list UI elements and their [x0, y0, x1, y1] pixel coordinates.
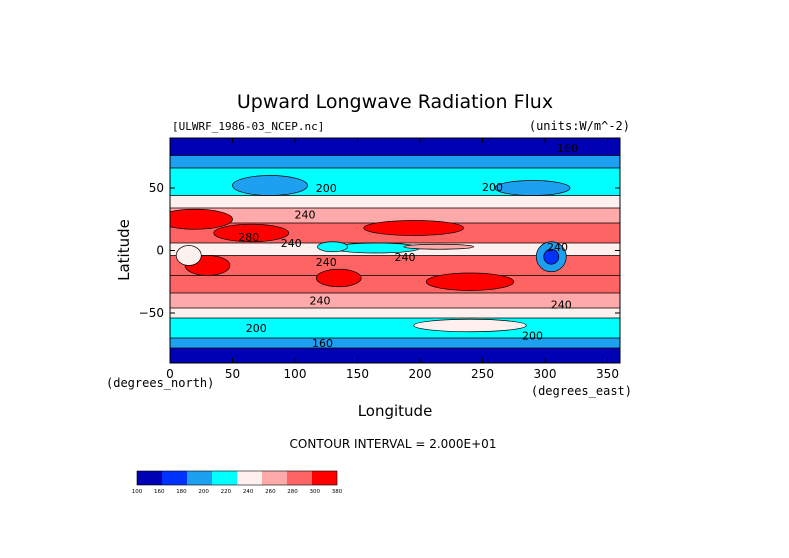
zonal-band-8 — [170, 275, 620, 293]
colorbar-level-label-8: 300 — [310, 489, 321, 495]
flux-feature-9 — [543, 248, 560, 265]
colorbar-level-label-6: 260 — [265, 489, 276, 495]
x-tick-label-6: 300 — [534, 367, 557, 381]
zonal-band-11 — [170, 318, 620, 338]
zonal-band-1 — [170, 155, 620, 168]
contour-interval-note: CONTOUR INTERVAL = 2.000E+01 — [290, 437, 497, 451]
y-tick-label-0: −50 — [139, 306, 164, 320]
contour-label-10: 240 — [551, 298, 572, 311]
contour-label-0: 160 — [557, 142, 578, 155]
units-label: (units:W/m^-2) — [529, 119, 630, 133]
colorbar-swatch-5 — [262, 471, 287, 485]
zonal-band-4 — [170, 208, 620, 223]
y-axis-title: Latitude — [115, 219, 133, 281]
x-tick-label-0: 0 — [166, 367, 174, 381]
flux-feature-3 — [315, 268, 362, 288]
flux-feature-13 — [494, 180, 571, 196]
colorbar-swatch-0 — [137, 471, 162, 485]
colorbar-level-label-3: 200 — [198, 489, 209, 495]
zonal-band-9 — [170, 293, 620, 308]
y-unit-label: (degrees_north) — [106, 376, 214, 390]
contour-label-4: 280 — [238, 231, 259, 244]
colorbar-level-label-7: 280 — [287, 489, 298, 495]
plot-area — [170, 138, 620, 363]
contour-label-9: 240 — [310, 295, 331, 308]
contour-label-7: 240 — [395, 251, 416, 264]
colorbar: 100 160 180 200 220 240 260 280 300 380 — [132, 470, 343, 495]
flux-feature-11 — [403, 243, 475, 250]
colorbar-level-label-0: 100 — [132, 489, 143, 495]
contour-label-8: 240 — [547, 241, 568, 254]
colorbar-swatch-1 — [162, 471, 187, 485]
contour-label-6: 240 — [316, 256, 337, 269]
colorbar-level-label-2: 180 — [176, 489, 187, 495]
contour-label-5: 240 — [281, 237, 302, 250]
zonal-band-3 — [170, 195, 620, 208]
x-tick-label-2: 100 — [284, 367, 307, 381]
x-tick-label-4: 200 — [409, 367, 432, 381]
flux-feature-0 — [170, 208, 233, 230]
flux-feature-14 — [413, 318, 527, 333]
chart-title: Upward Longwave Radiation Flux — [237, 91, 553, 113]
contour-label-2: 200 — [482, 181, 503, 194]
x-unit-label: (degrees_east) — [531, 384, 632, 398]
zonal-band-10 — [170, 308, 620, 318]
colorbar-swatch-2 — [187, 471, 212, 485]
colorbar-frame — [136, 470, 338, 486]
colorbar-level-label-4: 220 — [221, 489, 232, 495]
contour-label-11: 200 — [246, 322, 267, 335]
x-tick-label-5: 250 — [471, 367, 494, 381]
flux-feature-12 — [232, 175, 308, 196]
zonal-band-0 — [170, 138, 620, 156]
x-tick-label-7: 350 — [596, 367, 619, 381]
x-tick-label-3: 150 — [346, 367, 369, 381]
flux-feature-4 — [425, 272, 515, 291]
x-axis-title: Longitude — [358, 402, 433, 420]
contour-label-1: 200 — [316, 182, 337, 195]
colorbar-swatch-7 — [312, 471, 337, 485]
contour-label-12: 200 — [522, 330, 543, 343]
y-tick-label-2: 50 — [149, 181, 164, 195]
colorbar-swatch-6 — [287, 471, 312, 485]
colorbar-swatch-3 — [212, 471, 237, 485]
flux-feature-1 — [213, 223, 290, 243]
flux-feature-10 — [175, 245, 202, 266]
y-tick-label-1: 0 — [156, 244, 164, 258]
contour-label-3: 240 — [295, 208, 316, 221]
colorbar-level-label-9: 380 — [332, 489, 343, 495]
flux-feature-2 — [363, 220, 465, 236]
axis-ticks: 0 50 100 150 200 250 300 350 −50 0 50 — [139, 138, 620, 381]
x-tick-label-1: 50 — [225, 367, 240, 381]
zonal-band-12 — [170, 338, 620, 348]
colorbar-level-label-5: 240 — [243, 489, 254, 495]
colorbar-level-label-1: 160 — [154, 489, 165, 495]
colorbar-swatch-4 — [237, 471, 262, 485]
zonal-band-13 — [170, 348, 620, 363]
contour-label-13: 160 — [312, 337, 333, 350]
dataset-label: [ULWRF_1986-03_NCEP.nc] — [172, 120, 324, 133]
flux-feature-7 — [317, 241, 348, 253]
zonal-band-7 — [170, 255, 620, 276]
